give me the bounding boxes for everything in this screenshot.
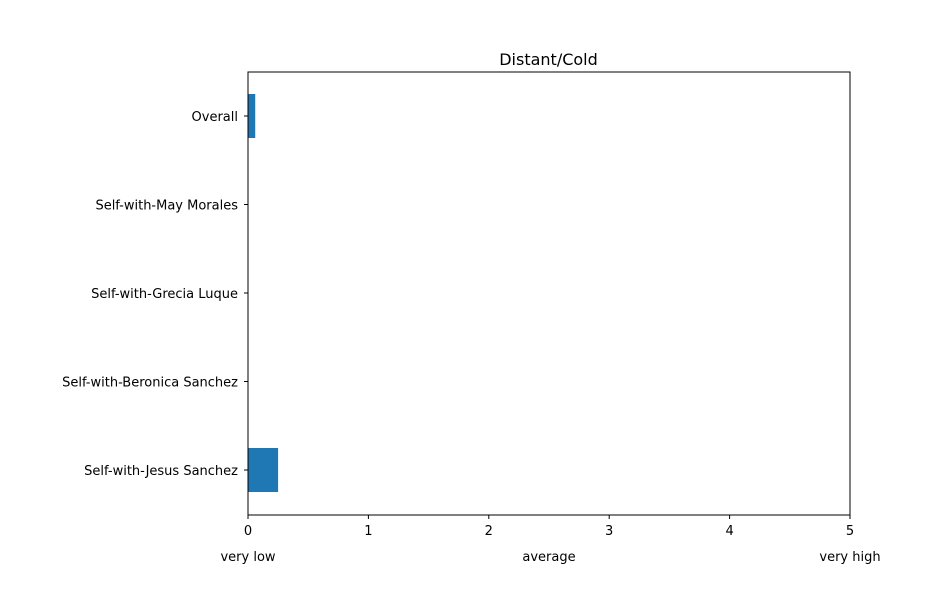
bars-group	[248, 94, 279, 492]
x-tick-label: 0	[244, 524, 252, 539]
x-annotation: average	[522, 550, 575, 565]
bar	[248, 94, 256, 138]
x-tick-label: 5	[846, 524, 854, 539]
x-tick-label: 1	[364, 524, 372, 539]
chart-title: Distant/Cold	[499, 50, 598, 69]
plot-frame	[247, 71, 851, 516]
y-tick-label: Self-with-Jesus Sanchez	[84, 464, 238, 479]
x-annotation: very low	[220, 550, 275, 565]
x-annotation: very high	[819, 550, 880, 565]
x-axis: 0 1 2 3 4 5	[244, 515, 854, 539]
x-annotations: very low average very high	[220, 550, 880, 565]
y-tick-label: Self-with-Grecia Luque	[91, 287, 238, 302]
y-tick-label: Overall	[192, 110, 238, 125]
bar	[248, 448, 279, 492]
y-tick-label: Self-with-May Morales	[95, 199, 238, 214]
y-axis: Overall Self-with-May Morales Self-with-Gr…	[62, 110, 248, 479]
x-tick-label: 3	[605, 524, 613, 539]
x-tick-label: 2	[485, 524, 493, 539]
x-tick-label: 4	[725, 524, 733, 539]
y-tick-label: Self-with-Beronica Sanchez	[62, 376, 238, 391]
